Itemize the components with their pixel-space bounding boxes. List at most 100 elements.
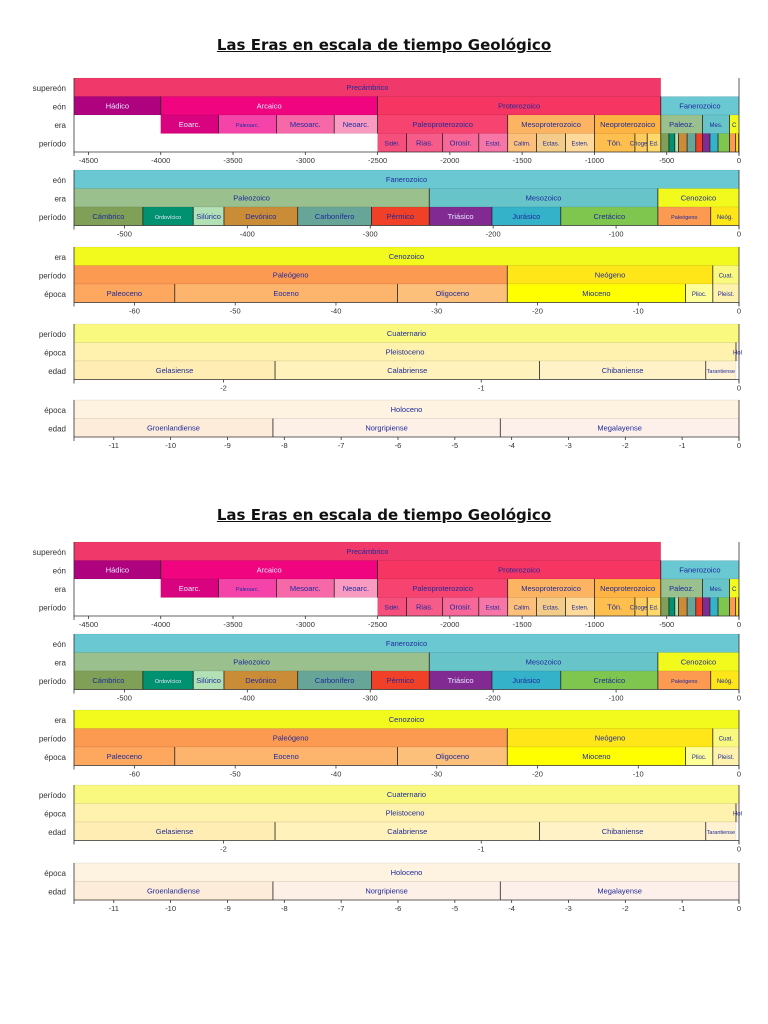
band-label: Tón.: [607, 139, 622, 148]
x-tick-label: -500: [659, 620, 674, 629]
x-tick-label: -10: [633, 307, 644, 316]
band-label: Paleoproterozoico: [412, 120, 472, 129]
band-rect: [735, 133, 739, 153]
x-tick-label: -50: [230, 307, 241, 316]
panel-cenozoic: era Cenozoico período Paleógeno Neógeno Cuat.…: [39, 709, 741, 779]
band-label: Pleist.: [718, 292, 735, 298]
band-label: Orosir.: [450, 603, 472, 612]
band-rect: [660, 133, 670, 153]
band-label: Estat.: [486, 606, 502, 612]
band-label: Eoarc.: [179, 120, 201, 129]
x-tick-label: -100: [609, 230, 624, 239]
band-label: Paleoz.: [669, 584, 694, 593]
band-label: Orosir.: [450, 139, 472, 148]
x-tick-label: 0: [737, 230, 741, 239]
x-tick-label: -40: [331, 770, 342, 779]
band-label: Carbonífero: [315, 212, 355, 221]
band-rect: [695, 133, 703, 153]
x-tick-label: -5: [451, 441, 458, 450]
band-label: Paleoarc.: [236, 123, 260, 129]
panel-quaternary: período Cuaternario época Pleistoceno Hol eda…: [39, 323, 742, 393]
band-label: Cuaternario: [387, 790, 426, 799]
band-label: Rias.: [416, 139, 433, 148]
band-label: Neoproterozoico: [600, 584, 655, 593]
x-tick-label: -100: [609, 694, 624, 703]
x-tick-label: -200: [486, 694, 501, 703]
x-tick-label: -1: [478, 384, 485, 393]
row-label-eon: eón: [53, 102, 66, 111]
band-label: Calim.: [514, 142, 531, 148]
band-label: Groenlandiense: [147, 887, 200, 896]
row-label-periodo: período: [39, 677, 67, 686]
x-tick-label: -10: [633, 770, 644, 779]
x-tick-label: -1500: [513, 620, 532, 629]
band-label: Mesoarc.: [290, 120, 321, 129]
x-tick-label: -60: [129, 770, 140, 779]
x-tick-label: -4000: [151, 156, 170, 165]
band-label: Carbonífero: [315, 676, 355, 685]
x-tick-label: -50: [230, 770, 241, 779]
band-label: Mesozoico: [526, 658, 562, 667]
band-label: Mes.: [710, 587, 723, 593]
x-tick-label: -1: [679, 441, 686, 450]
band-label: Cuat.: [719, 274, 734, 280]
band-label: Mesozoico: [526, 194, 562, 203]
band-label: Tón.: [607, 603, 622, 612]
band-label: Calim.: [514, 606, 531, 612]
band-rect: [709, 597, 719, 617]
band-label: Paleógeno: [671, 679, 697, 685]
band-label: Paleoceno: [107, 289, 142, 298]
x-tick-label: -6: [395, 904, 402, 913]
x-tick-label: -200: [486, 230, 501, 239]
band-label: Calabriense: [387, 827, 427, 836]
x-tick-label: -2000: [440, 620, 459, 629]
row-label-era: era: [54, 194, 66, 203]
band-label: Neoarc.: [343, 584, 369, 593]
x-tick-label: -6: [395, 441, 402, 450]
row-label-era: era: [54, 253, 66, 262]
band-label: Plioc.: [692, 755, 707, 761]
x-tick-label: -3500: [223, 620, 242, 629]
x-tick-label: -2500: [368, 156, 387, 165]
band-label: Pleist.: [718, 755, 735, 761]
row-label-periodo: período: [39, 271, 67, 280]
band-label: Tarantiense: [707, 830, 735, 836]
x-tick-label: -400: [240, 694, 255, 703]
band-label: Cenozoico: [681, 194, 716, 203]
band-label: Mioceno: [582, 752, 610, 761]
band-label: Paleozoico: [233, 194, 270, 203]
band-label: Jurásico: [512, 212, 540, 221]
band-label: Pleistoceno: [386, 348, 425, 357]
band-label: Triásico: [448, 212, 474, 221]
band-label: Ectas.: [543, 142, 560, 148]
band-label: Norgripiense: [365, 424, 408, 433]
x-tick-label: 0: [737, 441, 741, 450]
row-label-epoca: época: [44, 290, 66, 299]
timescale-svg: supereón Precámbrico eón Hádico Arcaico Prote…: [33, 77, 742, 450]
band-label: Neoproterozoico: [600, 120, 655, 129]
x-tick-label: 0: [737, 904, 741, 913]
row-label-eon: eón: [53, 176, 66, 185]
band-label: Paleógeno: [671, 215, 697, 221]
band-label: Eoceno: [273, 752, 298, 761]
band-label: Cretácico: [593, 676, 625, 685]
row-label-edad: edad: [48, 367, 66, 376]
band-label: Cámbrico: [92, 212, 124, 221]
band-rect: [729, 133, 736, 153]
x-tick-label: -2000: [440, 156, 459, 165]
band-label: Mesoproterozoico: [521, 120, 581, 129]
row-label-periodo: período: [39, 791, 67, 800]
page-title: Las Eras en escala de tiempo Geológico: [216, 506, 552, 524]
band-rect: [678, 597, 688, 617]
band-label: Precámbrico: [346, 83, 388, 92]
band-label: Paleógeno: [273, 734, 309, 743]
band-label: Cámbrico: [92, 676, 124, 685]
band-label: Paleoarc.: [236, 587, 260, 593]
x-tick-label: -1: [679, 904, 686, 913]
row-label-edad: edad: [48, 424, 66, 433]
band-label: Hádico: [106, 102, 129, 111]
x-tick-label: -20: [532, 307, 543, 316]
band-label: Chibaniense: [602, 366, 644, 375]
x-tick-label: -4000: [151, 620, 170, 629]
band-label: Oligoceno: [435, 289, 469, 298]
